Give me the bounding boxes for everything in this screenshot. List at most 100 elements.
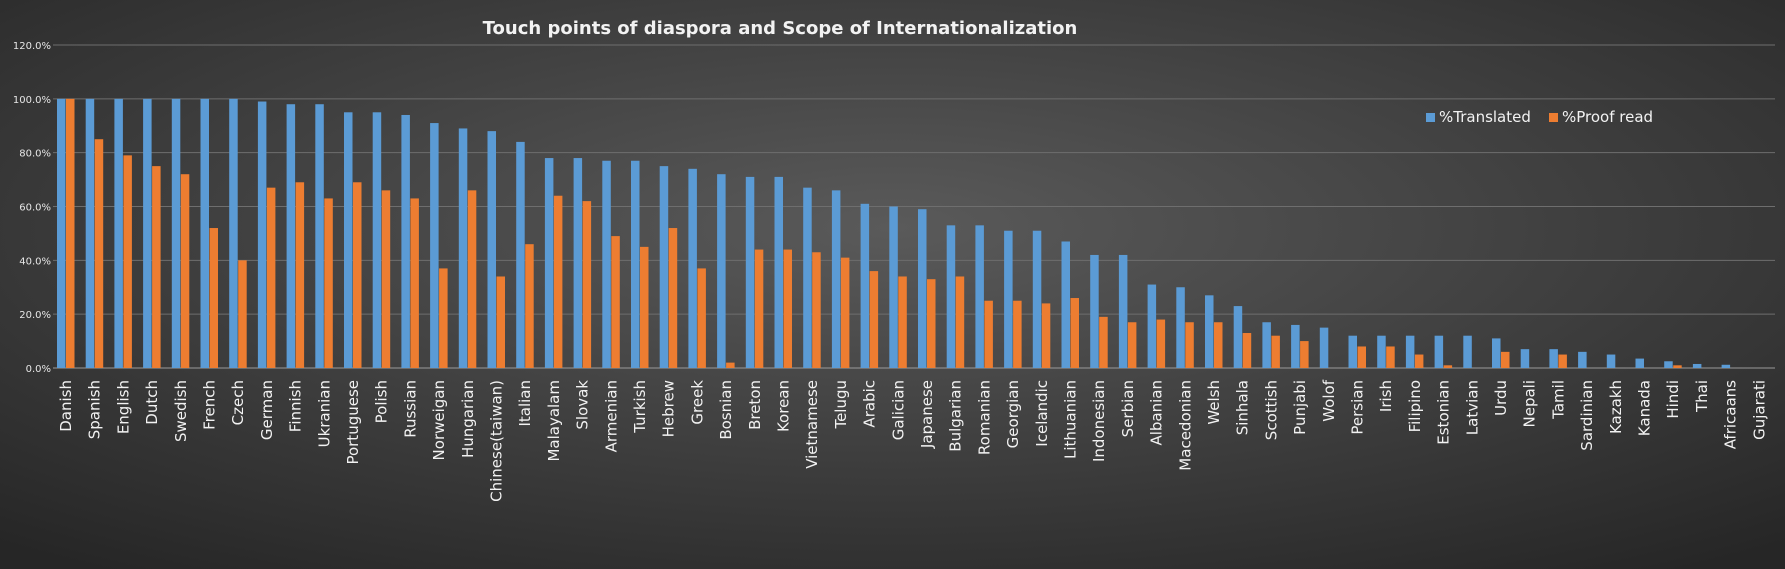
x-tick-label: Romanian — [975, 380, 993, 455]
bar — [946, 225, 956, 368]
bar — [582, 201, 592, 368]
bar — [975, 225, 984, 368]
bar — [1032, 230, 1042, 368]
bar — [955, 276, 965, 368]
bar — [1578, 351, 1587, 368]
x-tick-label: Greek — [688, 380, 706, 425]
bar — [286, 104, 296, 368]
bar — [410, 198, 419, 368]
bar — [1443, 365, 1453, 368]
bar — [123, 155, 132, 368]
x-tick-label: Norweigan — [430, 380, 448, 460]
bar — [640, 246, 649, 368]
bar — [553, 195, 563, 368]
x-tick-label: Hebrew — [660, 380, 678, 437]
bar — [611, 236, 620, 368]
bar — [688, 168, 697, 368]
bar — [774, 176, 783, 368]
x-tick-label: Latvian — [1463, 380, 1481, 435]
bar — [1214, 322, 1223, 368]
bar — [1558, 354, 1567, 368]
x-tick-label: Ukranian — [315, 380, 333, 447]
bar — [372, 112, 382, 369]
bar — [1635, 358, 1644, 368]
bar — [717, 174, 726, 368]
bar — [803, 187, 812, 368]
x-tick-label: Russian — [401, 380, 419, 438]
legend: %Translated %Proof read — [1426, 108, 1653, 126]
x-tick-label: English — [114, 380, 132, 434]
x-tick-label: Thai — [1693, 380, 1711, 413]
bar — [401, 114, 410, 368]
bar — [1414, 354, 1424, 368]
bar — [602, 160, 611, 368]
bar — [324, 198, 333, 368]
bar — [783, 249, 792, 368]
x-tick-label: Armenian — [602, 380, 620, 452]
bar — [1434, 335, 1444, 368]
bar — [1118, 254, 1128, 368]
bar — [1492, 338, 1501, 368]
bar — [1300, 341, 1309, 368]
x-tick-label: Estonian — [1435, 380, 1453, 445]
bar — [200, 98, 209, 368]
legend-swatch — [1549, 113, 1558, 122]
bar — [1061, 241, 1070, 368]
bar — [209, 228, 218, 368]
bar — [745, 176, 755, 368]
x-tick-label: Macedonian — [1176, 380, 1194, 471]
bar — [631, 160, 640, 368]
bar — [1233, 306, 1243, 368]
bar — [1664, 361, 1673, 368]
x-tick-label: Danish — [57, 380, 75, 432]
bar — [1520, 349, 1530, 368]
bar — [1070, 298, 1079, 368]
y-tick-label: 100.0% — [13, 95, 51, 106]
x-tick-label: Albanian — [1148, 380, 1166, 446]
bar — [439, 268, 448, 368]
y-tick-label: 20.0% — [19, 310, 51, 321]
bar — [257, 101, 267, 369]
bar — [659, 166, 669, 368]
bar — [1549, 349, 1558, 368]
x-tick-label: Indonesian — [1090, 380, 1108, 462]
x-tick-label: Gujarati — [1750, 380, 1768, 440]
bar — [1205, 295, 1214, 368]
bar — [353, 182, 362, 368]
bar — [66, 98, 75, 368]
bar — [114, 98, 123, 368]
bar — [1147, 284, 1157, 368]
x-tick-label: Punjabi — [1291, 380, 1309, 435]
bar — [1090, 254, 1099, 368]
bar — [266, 187, 276, 368]
legend-label: %Translated — [1439, 108, 1531, 126]
bar — [573, 158, 583, 368]
bar — [143, 98, 152, 368]
x-tick-label: Persian — [1349, 380, 1367, 435]
x-tick-label: Nepali — [1521, 380, 1539, 428]
bar — [295, 182, 305, 368]
x-tick-label: Galician — [889, 380, 907, 440]
bar — [238, 260, 247, 368]
x-tick-label: Spanish — [86, 380, 104, 439]
bar — [496, 276, 505, 368]
bar — [1386, 346, 1395, 368]
x-tick-label: Urdu — [1492, 380, 1510, 416]
legend-swatch — [1426, 113, 1435, 122]
bar — [171, 98, 181, 368]
x-tick-label: Telugu — [832, 380, 850, 430]
bar — [754, 249, 764, 368]
y-tick-label: 80.0% — [19, 149, 51, 160]
bar — [831, 190, 841, 368]
x-tick-label: Arabic — [861, 380, 879, 428]
bar — [726, 362, 735, 368]
bar — [869, 271, 879, 368]
bar — [927, 279, 936, 368]
x-tick-label: Hindi — [1664, 380, 1682, 419]
bar — [1271, 335, 1280, 368]
bar — [697, 268, 706, 368]
y-tick-label: 60.0% — [19, 203, 51, 214]
x-tick-label: Korean — [775, 380, 793, 432]
